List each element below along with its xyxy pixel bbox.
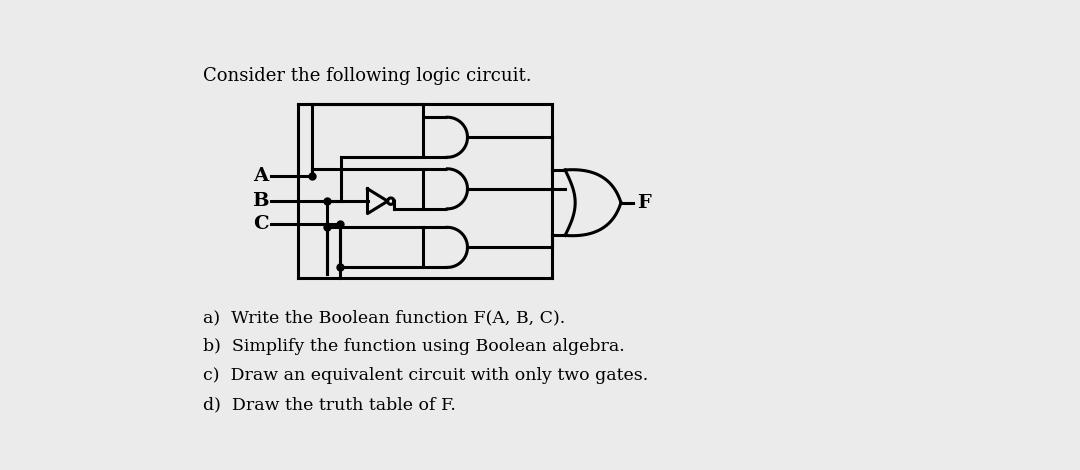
Text: C: C [253, 215, 268, 233]
Text: d)  Draw the truth table of F.: d) Draw the truth table of F. [203, 397, 456, 414]
Text: B: B [252, 192, 268, 210]
Text: Consider the following logic circuit.: Consider the following logic circuit. [203, 67, 531, 85]
Text: a)  Write the Boolean function F(A, B, C).: a) Write the Boolean function F(A, B, C)… [203, 309, 566, 326]
Text: F: F [637, 194, 651, 212]
Text: c)  Draw an equivalent circuit with only two gates.: c) Draw an equivalent circuit with only … [203, 368, 648, 384]
Text: A: A [253, 167, 268, 185]
Text: b)  Simplify the function using Boolean algebra.: b) Simplify the function using Boolean a… [203, 338, 625, 355]
